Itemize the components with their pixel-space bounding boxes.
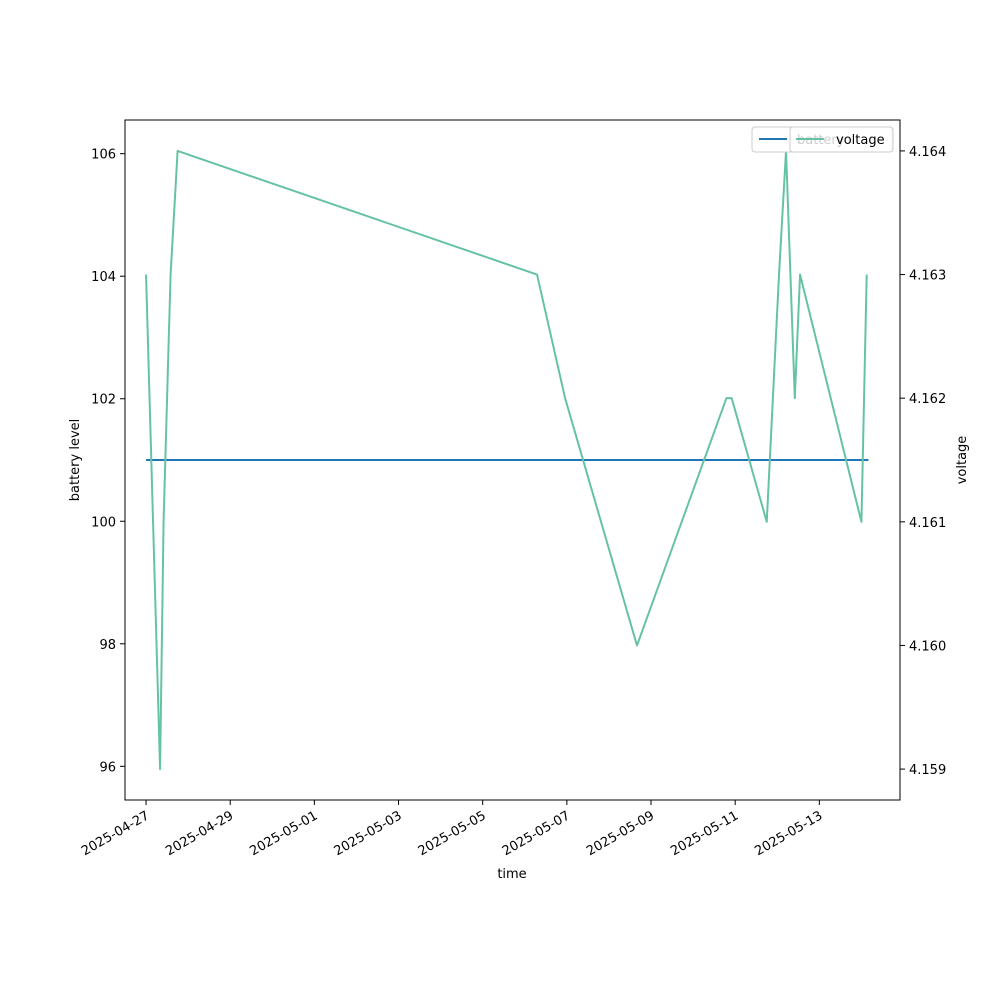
- right-y-axis: 4.159 4.160 4.161 4.162 4.163 4.164: [900, 145, 946, 778]
- left-y-tick-label: 100: [91, 515, 116, 530]
- x-tick-label: 2025-05-07: [500, 808, 573, 859]
- legend-voltage-label: voltage: [836, 133, 885, 148]
- x-tick-label: 2025-05-03: [332, 808, 405, 859]
- x-tick-label: 2025-05-05: [416, 808, 489, 859]
- left-y-tick-label: 98: [99, 638, 116, 653]
- right-y-tick-label: 4.163: [909, 269, 946, 284]
- left-y-axis-label: battery level: [68, 419, 83, 502]
- right-y-tick-label: 4.162: [909, 392, 946, 407]
- right-y-tick-label: 4.159: [909, 763, 946, 778]
- legend-voltage: voltage: [789, 126, 894, 153]
- x-axis: 2025-04-27 2025-04-29 2025-05-01 2025-05-03…: [79, 800, 825, 859]
- left-y-tick-label: 96: [99, 760, 116, 775]
- plot-lines: [145, 149, 869, 771]
- x-tick-label: 2025-05-01: [247, 808, 320, 859]
- series-line-voltage: [145, 149, 868, 771]
- left-y-tick-label: 106: [91, 148, 116, 163]
- x-axis-label: time: [497, 867, 526, 882]
- x-tick-label: 2025-05-13: [752, 808, 825, 859]
- right-y-tick-label: 4.160: [909, 639, 946, 654]
- left-y-axis: 96 98 100 102 104 106: [91, 148, 125, 775]
- x-tick-label: 2025-04-29: [163, 808, 236, 859]
- right-y-tick-label: 4.164: [909, 145, 946, 160]
- x-tick-label: 2025-05-09: [584, 808, 657, 859]
- plot-frame: [124, 119, 901, 801]
- left-y-tick-label: 104: [91, 270, 116, 285]
- x-tick-label: 2025-04-27: [79, 808, 152, 859]
- right-y-tick-label: 4.161: [909, 516, 946, 531]
- right-y-axis-label: voltage: [955, 436, 970, 485]
- x-tick-label: 2025-05-11: [668, 808, 741, 859]
- left-y-tick-label: 102: [91, 393, 116, 408]
